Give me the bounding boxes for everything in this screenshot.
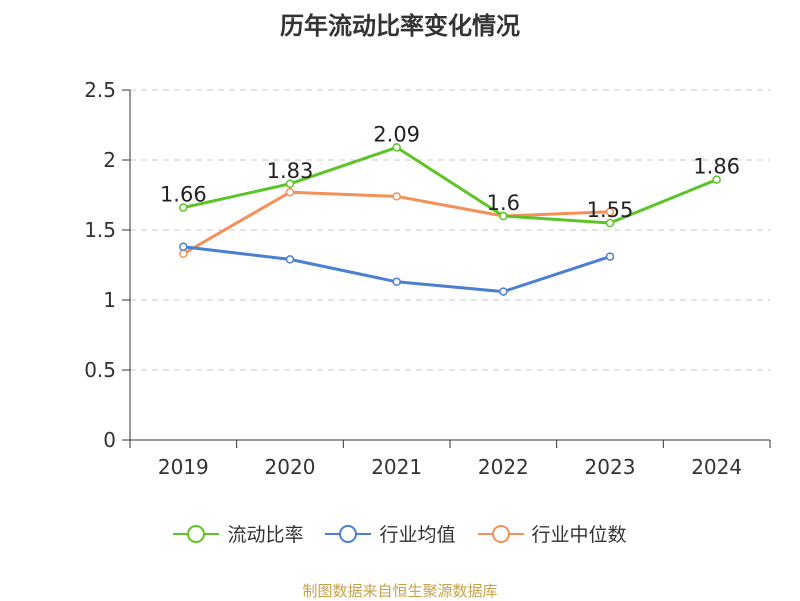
legend-item-industry-average[interactable]: 行业均值 [325, 520, 456, 547]
source-note: 制图数据来自恒生聚源数据库 [302, 582, 498, 600]
y-tick-label-0: 0 [103, 428, 116, 452]
data-label-2020: 1.83 [267, 159, 314, 183]
series-line-0 [183, 145, 718, 225]
series-0-point-2022 [499, 211, 508, 221]
series-1-point-2022 [499, 287, 508, 296]
data-label-2019: 1.66 [160, 183, 207, 207]
data-label-2022: 1.6 [487, 191, 520, 215]
legend-swatch-industry-median [477, 524, 524, 543]
data-label-2024: 1.86 [693, 155, 740, 179]
legend-item-current-ratio[interactable]: 流动比率 [173, 520, 303, 547]
series-1-point-2020 [285, 255, 295, 264]
x-tick-label-2021: 2021 [371, 455, 422, 479]
series-1-point-2021 [392, 277, 401, 287]
series-2-point-2020 [285, 187, 295, 197]
legend-swatch-industry-average [325, 524, 372, 543]
series-1-point-2023 [605, 252, 615, 261]
x-tick-label-2022: 2022 [478, 455, 529, 479]
legend-label-current-ratio: 流动比率 [227, 524, 304, 546]
series-0-point-2020 [285, 179, 295, 189]
series-2-point-2019 [179, 249, 188, 259]
legend-label-industry-average: 行业均值 [379, 524, 456, 546]
y-tick-label-2: 1 [103, 288, 116, 312]
series-0-point-2024 [712, 175, 721, 184]
series-0-point-2019 [179, 203, 188, 212]
series-0-point-2021 [392, 143, 401, 152]
x-tick-label-2020: 2020 [265, 455, 316, 479]
series-2-point-2021 [392, 192, 401, 201]
legend-swatch-current-ratio [173, 524, 220, 543]
x-tick-label-2023: 2023 [585, 455, 636, 479]
data-label-2023: 1.55 [587, 198, 634, 222]
chart-title: 历年流动比率变化情况 [280, 12, 520, 40]
legend-item-industry-median[interactable]: 行业中位数 [477, 520, 627, 547]
series-1-point-2019 [179, 242, 188, 252]
x-tick-label-2024: 2024 [691, 455, 742, 479]
series-0-point-2023 [605, 218, 615, 228]
data-label-2021: 2.09 [373, 122, 420, 146]
y-tick-label-1: 0.5 [84, 358, 116, 382]
series-2-point-2023 [605, 207, 615, 217]
x-tick-label-2019: 2019 [158, 455, 209, 479]
y-tick-label-5: 2.5 [84, 78, 116, 102]
series-line-2 [182, 190, 611, 256]
y-tick-label-3: 1.5 [84, 218, 116, 242]
y-tick-label-4: 2 [103, 148, 116, 172]
legend-label-industry-median: 行业中位数 [531, 524, 627, 546]
legend: 流动比率 行业均值 行业中位数 [0, 520, 800, 547]
